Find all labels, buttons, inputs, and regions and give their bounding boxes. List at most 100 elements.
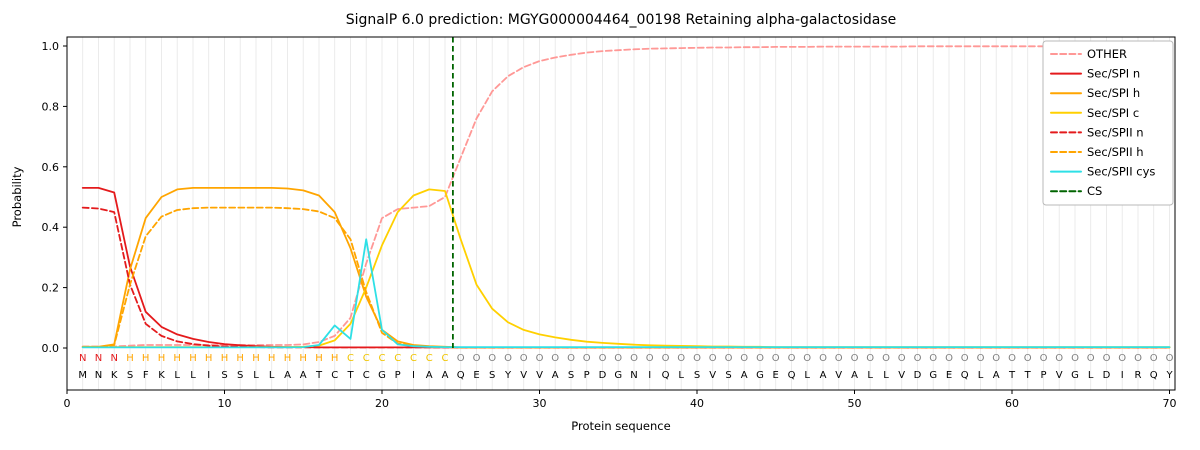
svg-text:G: G (929, 370, 937, 381)
svg-text:H: H (142, 353, 150, 364)
legend-box (1042, 40, 1174, 206)
svg-text:0.4: 0.4 (42, 221, 60, 234)
svg-text:70: 70 (1163, 397, 1177, 410)
svg-text:20: 20 (375, 397, 389, 410)
legend-item-sec-spi-c: Sec/SPI c (1050, 106, 1139, 120)
legend-label: CS (1087, 184, 1102, 198)
svg-text:G: G (756, 370, 764, 381)
svg-text:Q: Q (662, 370, 670, 381)
svg-text:0.2: 0.2 (42, 282, 60, 295)
svg-text:C: C (379, 353, 386, 364)
svg-text:E: E (773, 370, 779, 381)
svg-text:O: O (788, 353, 796, 364)
svg-text:O: O (819, 353, 827, 364)
svg-text:K: K (111, 370, 118, 381)
svg-text:O: O (677, 353, 685, 364)
svg-text:N: N (79, 353, 86, 364)
svg-text:O: O (851, 353, 859, 364)
svg-text:I: I (412, 370, 415, 381)
svg-text:A: A (284, 370, 291, 381)
svg-text:O: O (1150, 353, 1158, 364)
svg-text:1.0: 1.0 (42, 40, 60, 53)
svg-text:O: O (614, 353, 622, 364)
svg-text:A: A (993, 370, 1000, 381)
svg-text:L: L (1088, 370, 1094, 381)
svg-text:O: O (630, 353, 638, 364)
svg-text:H: H (173, 353, 181, 364)
svg-text:C: C (347, 353, 354, 364)
svg-text:O: O (567, 353, 575, 364)
svg-text:E: E (946, 370, 952, 381)
svg-text:D: D (914, 370, 922, 381)
svg-text:H: H (252, 353, 260, 364)
svg-text:I: I (648, 370, 651, 381)
svg-text:O: O (473, 353, 481, 364)
legend-item-sec-spi-h: Sec/SPI h (1050, 86, 1140, 100)
svg-text:S: S (568, 370, 574, 381)
svg-text:O: O (520, 353, 528, 364)
svg-text:O: O (961, 353, 969, 364)
y-axis-ticks: 0.0 0.2 0.4 0.6 0.8 1.0 (42, 40, 67, 355)
svg-text:A: A (820, 370, 827, 381)
svg-text:S: S (725, 370, 731, 381)
svg-text:C: C (410, 353, 417, 364)
svg-text:S: S (221, 370, 227, 381)
legend-item-sec-spi-n: Sec/SPI n (1050, 67, 1140, 81)
legend-item-other: OTHER (1050, 47, 1127, 61)
svg-text:O: O (1055, 353, 1063, 364)
svg-text:Q: Q (961, 370, 969, 381)
svg-text:A: A (741, 370, 748, 381)
svg-text:P: P (395, 370, 401, 381)
svg-text:C: C (442, 353, 449, 364)
svg-text:Y: Y (1165, 370, 1173, 381)
legend-label: Sec/SPI c (1087, 106, 1139, 120)
svg-text:O: O (504, 353, 512, 364)
svg-text:0.8: 0.8 (42, 100, 60, 113)
svg-text:O: O (1071, 353, 1079, 364)
svg-text:G: G (378, 370, 386, 381)
svg-text:T: T (315, 370, 323, 381)
svg-text:I: I (1121, 370, 1124, 381)
svg-text:F: F (143, 370, 149, 381)
svg-text:H: H (158, 353, 166, 364)
svg-text:P: P (1040, 370, 1046, 381)
svg-text:S: S (694, 370, 700, 381)
svg-text:N: N (110, 353, 117, 364)
svg-text:S: S (489, 370, 495, 381)
svg-text:V: V (835, 370, 842, 381)
svg-text:Q: Q (457, 370, 465, 381)
svg-text:O: O (914, 353, 922, 364)
svg-text:O: O (1024, 353, 1032, 364)
gridlines (82, 37, 1170, 390)
svg-text:30: 30 (533, 397, 547, 410)
svg-text:M: M (78, 370, 87, 381)
svg-text:40: 40 (690, 397, 704, 410)
svg-text:H: H (299, 353, 307, 364)
svg-text:H: H (126, 353, 134, 364)
svg-text:V: V (898, 370, 905, 381)
svg-text:H: H (268, 353, 276, 364)
svg-text:L: L (804, 370, 810, 381)
svg-text:Q: Q (788, 370, 796, 381)
svg-text:O: O (898, 353, 906, 364)
plot-background (67, 37, 1175, 390)
svg-text:60: 60 (1005, 397, 1019, 410)
svg-text:L: L (253, 370, 259, 381)
svg-text:L: L (978, 370, 984, 381)
svg-text:O: O (1008, 353, 1016, 364)
svg-text:C: C (426, 353, 433, 364)
legend-label: Sec/SPII n (1087, 125, 1144, 139)
svg-text:O: O (662, 353, 670, 364)
svg-text:O: O (866, 353, 874, 364)
svg-text:C: C (331, 370, 338, 381)
svg-text:T: T (346, 370, 354, 381)
svg-text:O: O (772, 353, 780, 364)
svg-text:H: H (189, 353, 197, 364)
svg-text:C: C (394, 353, 401, 364)
legend-item-cs: CS (1050, 184, 1102, 198)
svg-text:H: H (284, 353, 292, 364)
svg-text:T: T (1024, 370, 1032, 381)
